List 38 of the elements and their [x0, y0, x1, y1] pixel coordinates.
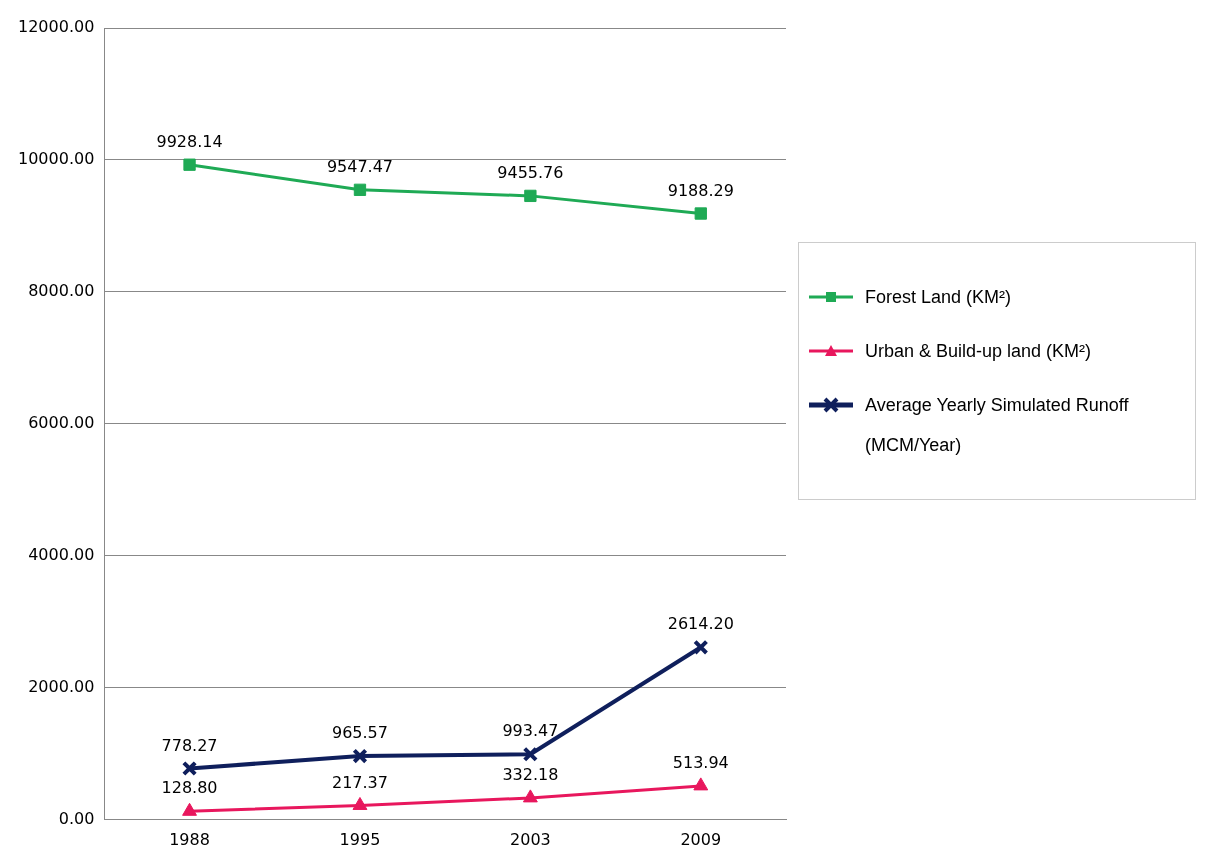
- point: [182, 802, 197, 816]
- x-tick-label: 1995: [339, 829, 381, 849]
- y-tick-label: 4000.00: [28, 545, 95, 565]
- x-tick-label: 2009: [680, 829, 722, 849]
- data-label: 513.94: [672, 753, 729, 773]
- legend-label: Average Yearly Simulated Runoff (MCM/Year): [865, 393, 1130, 457]
- point: [524, 189, 537, 203]
- y-tick-label: 2000.00: [28, 676, 95, 696]
- data-label: 9547.47: [326, 156, 394, 176]
- point: [183, 158, 196, 171]
- point: [522, 746, 539, 762]
- data-label: 9455.76: [497, 163, 564, 183]
- point: [694, 207, 707, 220]
- x-tick-label: 2003: [510, 829, 551, 849]
- point: [522, 789, 538, 803]
- data-label: 778.27: [161, 735, 218, 755]
- point: [353, 183, 367, 196]
- legend-label: Urban & Build-up land (KM²): [865, 339, 1092, 363]
- x-tick-label: 1988: [169, 829, 210, 849]
- data-label: 965.57: [331, 723, 388, 743]
- data-label: 332.18: [502, 765, 559, 785]
- point: [693, 777, 709, 791]
- legend-label: Forest Land (KM²): [865, 285, 1012, 309]
- point: [181, 760, 198, 777]
- data-label: 217.37: [331, 772, 388, 792]
- y-tick-label: 8000.00: [28, 281, 95, 301]
- data-label: 9928.14: [156, 131, 223, 151]
- data-label: 128.80: [161, 778, 218, 798]
- y-tick-label: 10000.00: [18, 149, 95, 169]
- y-tick-label: 0.00: [58, 808, 95, 828]
- y-tick-label: 6000.00: [28, 413, 95, 433]
- y-tick-label: 12000.00: [18, 17, 95, 37]
- data-label: 9188.29: [667, 180, 734, 200]
- point: [352, 748, 368, 764]
- data-label: 2614.20: [667, 614, 734, 634]
- point: [693, 639, 709, 655]
- data-label: 993.47: [502, 721, 559, 741]
- point: [352, 796, 368, 810]
